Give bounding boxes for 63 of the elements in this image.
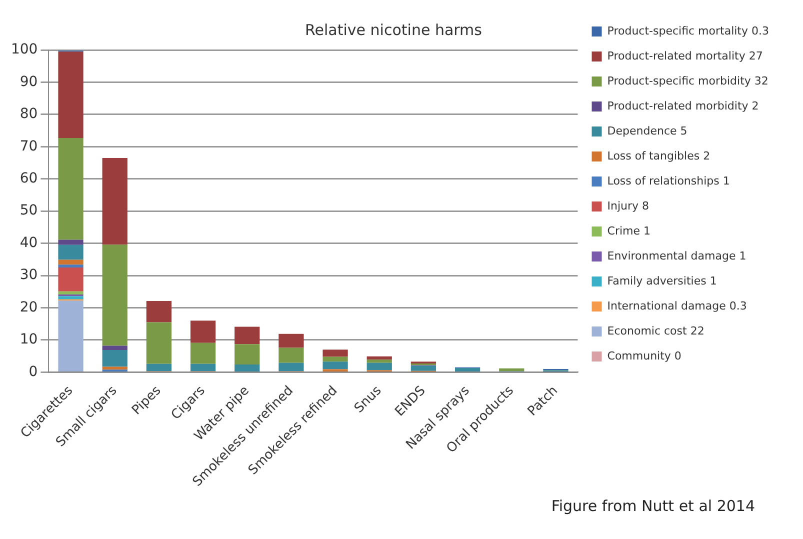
legend-label: Loss of tangibles 2 [607, 149, 710, 162]
bar [322, 362, 348, 370]
bar [146, 364, 172, 372]
bar [102, 366, 128, 370]
bar [366, 360, 392, 363]
legend-label: Product-specific mortality 0.3 [607, 24, 770, 38]
y-tick-label: 10 [20, 332, 38, 348]
bar [410, 366, 436, 371]
bar [322, 350, 348, 357]
bar [499, 368, 524, 372]
bar [366, 356, 392, 360]
bar [190, 342, 216, 364]
bar [190, 320, 216, 343]
y-tick-label: 40 [20, 234, 38, 251]
legend-label: Loss of relationships 1 [607, 174, 730, 188]
bar [58, 264, 84, 268]
bar [102, 346, 128, 350]
legend-label: International damage 0.3 [607, 299, 747, 312]
bar [58, 240, 84, 245]
bar [58, 260, 84, 265]
legend-label: Family adversities 1 [607, 274, 717, 288]
bar [234, 364, 260, 372]
bar [102, 350, 128, 367]
bar [102, 158, 128, 245]
bar [454, 368, 480, 372]
legend-label: Product-related morbidity 2 [607, 99, 759, 112]
bar [322, 356, 348, 362]
bar [190, 364, 216, 372]
y-tick-label: 100 [10, 42, 38, 58]
legend-label: Community 0 [607, 349, 682, 362]
y-tick-label: 0 [28, 364, 38, 380]
y-tick-label: 60 [20, 170, 38, 187]
bar [146, 322, 172, 364]
bar [58, 138, 84, 240]
chart-title: Relative nicotine harms [305, 20, 482, 39]
y-tick-label: 30 [20, 267, 38, 284]
y-tick-label: 80 [20, 106, 38, 122]
bar [58, 244, 84, 260]
bar [58, 296, 84, 300]
y-tick-label: 90 [20, 74, 38, 90]
bar [58, 300, 84, 372]
legend-label: Dependence 5 [607, 124, 688, 138]
y-tick-label: 50 [20, 202, 38, 219]
bar [102, 244, 128, 346]
y-tick-label: 20 [20, 299, 38, 316]
bar [146, 300, 172, 322]
legend-label: Crime 1 [607, 224, 651, 238]
legend-label: Environmental damage 1 [607, 249, 746, 262]
legend-label: Injury 8 [607, 199, 650, 212]
bar [366, 362, 392, 370]
y-tick-label: 70 [20, 138, 38, 154]
bar [58, 267, 84, 292]
bar [58, 52, 84, 138]
legend-label: Product-specific morbidity 32 [607, 74, 768, 88]
bar [278, 362, 304, 372]
bar [278, 348, 304, 363]
text: Figure from Nutt et al 2014 [550, 497, 756, 515]
bar [58, 291, 84, 295]
legend-label: Economic cost 22 [607, 324, 704, 338]
legend-label: Product-related mortality 27 [607, 49, 763, 62]
bar [234, 326, 260, 344]
bar [234, 344, 260, 364]
bar [278, 334, 304, 348]
